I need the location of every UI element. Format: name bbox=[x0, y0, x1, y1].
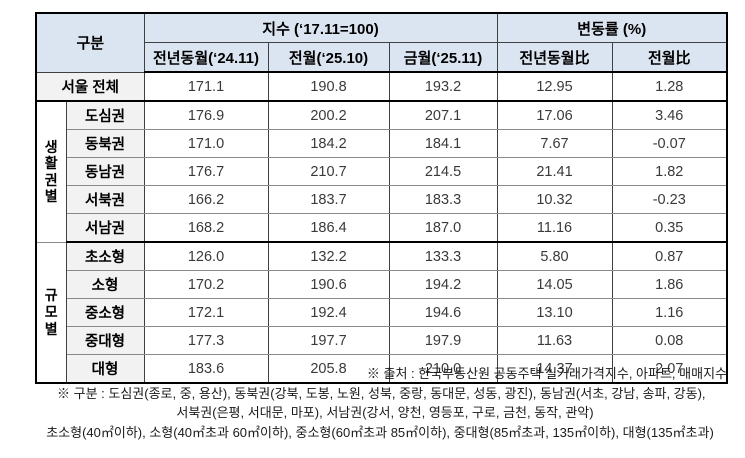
header-index-prev-year: 전년동월(‘24.11) bbox=[143, 42, 269, 73]
cell-index-current: 194.6 bbox=[388, 298, 498, 327]
row-label: 서남권 bbox=[65, 213, 145, 243]
cell-change-mom: 0.35 bbox=[611, 213, 728, 243]
cell-change-mom: -0.07 bbox=[611, 129, 728, 158]
row-label: 도심권 bbox=[65, 100, 145, 130]
cell-change-yoy: 11.16 bbox=[496, 213, 613, 243]
cell-change-mom: 1.28 bbox=[611, 71, 728, 102]
table-row: 대형 183.6 205.8 210.0 14.37 2.07 bbox=[36, 354, 728, 384]
row-label: 서북권 bbox=[65, 185, 145, 214]
cell-change-yoy: 14.37 bbox=[496, 354, 613, 384]
cell-index-current: 133.3 bbox=[388, 241, 498, 271]
cell-index-prev-year: 171.1 bbox=[143, 71, 269, 102]
cell-change-mom: 1.16 bbox=[611, 298, 728, 327]
cell-change-yoy: 10.32 bbox=[496, 185, 613, 214]
cell-index-prev-month: 190.6 bbox=[267, 270, 390, 299]
cell-change-mom: -0.23 bbox=[611, 185, 728, 214]
cell-change-yoy: 14.05 bbox=[496, 270, 613, 299]
cell-index-prev-year: 183.6 bbox=[143, 354, 269, 384]
table-row: 소형 170.2 190.6 194.2 14.05 1.86 bbox=[36, 270, 728, 299]
cell-index-current: 183.3 bbox=[388, 185, 498, 214]
cell-index-current: 193.2 bbox=[388, 71, 498, 102]
cell-change-mom: 2.07 bbox=[611, 354, 728, 384]
cell-change-yoy: 12.95 bbox=[496, 71, 613, 102]
row-label: 대형 bbox=[65, 354, 145, 384]
header-index-group: 지수 (‘17.11=100) bbox=[143, 12, 498, 43]
cell-index-prev-year: 126.0 bbox=[143, 241, 269, 271]
header-change-yoy: 전년동월比 bbox=[496, 42, 613, 73]
cell-change-mom: 0.87 bbox=[611, 241, 728, 271]
cell-index-current: 207.1 bbox=[388, 100, 498, 130]
row-label: 서울 전체 bbox=[35, 71, 145, 102]
table-row: 동남권 176.7 210.7 214.5 21.41 1.82 bbox=[36, 157, 728, 186]
table-row-seoul-total: 서울 전체 171.1 190.8 193.2 12.95 1.28 bbox=[35, 71, 728, 102]
cell-index-current: 184.1 bbox=[388, 129, 498, 158]
header-category: 구분 bbox=[35, 12, 145, 73]
table-row: 규모별 초소형 126.0 132.2 133.3 5.80 0.87 bbox=[35, 241, 728, 384]
table-row: 동북권 171.0 184.2 184.1 7.67 -0.07 bbox=[36, 129, 728, 158]
row-label: 동북권 bbox=[65, 129, 145, 158]
price-index-table: 구분 지수 (‘17.11=100) 변동률 (%) 전년동월(‘24.11) … bbox=[35, 12, 728, 384]
cell-index-current: 187.0 bbox=[388, 213, 498, 243]
cell-change-yoy: 7.67 bbox=[496, 129, 613, 158]
cell-index-current: 197.9 bbox=[388, 326, 498, 355]
row-label: 중소형 bbox=[65, 298, 145, 327]
cell-index-prev-month: 205.8 bbox=[267, 354, 390, 384]
cell-change-mom: 1.86 bbox=[611, 270, 728, 299]
row-label: 초소형 bbox=[65, 241, 145, 271]
row-label: 중대형 bbox=[65, 326, 145, 355]
cell-index-prev-month: 210.7 bbox=[267, 157, 390, 186]
footnote-sizes: 초소형(40㎡이하), 소형(40㎡초과 60㎡이하), 중소형(60㎡초과 8… bbox=[46, 424, 714, 440]
table-row: 생활권별 도심권 176.9 200.2 207.1 17.06 3.46 bbox=[35, 100, 728, 243]
cell-index-prev-month: 132.2 bbox=[267, 241, 390, 271]
cell-index-prev-year: 176.7 bbox=[143, 157, 269, 186]
cell-change-yoy: 11.63 bbox=[496, 326, 613, 355]
group-label-living-area: 생활권별 bbox=[35, 100, 67, 243]
price-index-table-wrap: 구분 지수 (‘17.11=100) 변동률 (%) 전년동월(‘24.11) … bbox=[35, 12, 728, 384]
cell-change-mom: 3.46 bbox=[611, 100, 728, 130]
cell-change-mom: 0.08 bbox=[611, 326, 728, 355]
cell-index-prev-year: 170.2 bbox=[143, 270, 269, 299]
cell-change-yoy: 17.06 bbox=[496, 100, 613, 130]
cell-index-prev-year: 168.2 bbox=[143, 213, 269, 243]
footnote-regions-2: 서북권(은평, 서대문, 마포), 서남권(강서, 양천, 영등포, 구로, 금… bbox=[176, 405, 594, 420]
cell-change-yoy: 5.80 bbox=[496, 241, 613, 271]
cell-index-current: 194.2 bbox=[388, 270, 498, 299]
cell-index-prev-year: 166.2 bbox=[143, 185, 269, 214]
cell-index-current: 210.0 bbox=[388, 354, 498, 384]
cell-index-prev-year: 177.3 bbox=[143, 326, 269, 355]
row-label: 소형 bbox=[65, 270, 145, 299]
header-index-prev-month: 전월(‘25.10) bbox=[267, 42, 390, 73]
cell-index-prev-year: 171.0 bbox=[143, 129, 269, 158]
header-change-mom: 전월比 bbox=[611, 42, 728, 73]
cell-index-prev-month: 190.8 bbox=[267, 71, 390, 102]
cell-index-prev-month: 197.7 bbox=[267, 326, 390, 355]
table-row: 중대형 177.3 197.7 197.9 11.63 0.08 bbox=[36, 326, 728, 355]
cell-change-yoy: 21.41 bbox=[496, 157, 613, 186]
header-row-groups: 구분 지수 (‘17.11=100) 변동률 (%) bbox=[35, 12, 728, 73]
header-index-current: 금월(‘25.11) bbox=[388, 42, 498, 73]
cell-index-prev-year: 176.9 bbox=[143, 100, 269, 130]
group-label-size: 규모별 bbox=[35, 241, 67, 384]
cell-index-prev-month: 192.4 bbox=[267, 298, 390, 327]
header-row-columns: 전년동월(‘24.11) 전월(‘25.10) 금월(‘25.11) 전년동월比… bbox=[36, 42, 728, 73]
cell-index-prev-year: 172.1 bbox=[143, 298, 269, 327]
footnotes: ※ 출처 : 한국부동산원 공동주택 실거래가격지수, 아파트, 매매지수 ※ … bbox=[33, 364, 727, 442]
table-row: 서남권 168.2 186.4 187.0 11.16 0.35 bbox=[36, 213, 728, 243]
table-row: 중소형 172.1 192.4 194.6 13.10 1.16 bbox=[36, 298, 728, 327]
footnote-source: ※ 출처 : 한국부동산원 공동주택 실거래가격지수, 아파트, 매매지수 bbox=[366, 366, 727, 381]
cell-index-prev-month: 186.4 bbox=[267, 213, 390, 243]
header-change-group: 변동률 (%) bbox=[496, 12, 728, 43]
footnote-regions-1: ※ 구분 : 도심권(종로, 중, 용산), 동북권(강북, 도봉, 노원, 성… bbox=[57, 385, 706, 401]
cell-index-prev-month: 200.2 bbox=[267, 100, 390, 130]
row-label: 동남권 bbox=[65, 157, 145, 186]
cell-index-current: 214.5 bbox=[388, 157, 498, 186]
table-row: 서북권 166.2 183.7 183.3 10.32 -0.23 bbox=[36, 185, 728, 214]
cell-change-mom: 1.82 bbox=[611, 157, 728, 186]
cell-change-yoy: 13.10 bbox=[496, 298, 613, 327]
cell-index-prev-month: 184.2 bbox=[267, 129, 390, 158]
cell-index-prev-month: 183.7 bbox=[267, 185, 390, 214]
